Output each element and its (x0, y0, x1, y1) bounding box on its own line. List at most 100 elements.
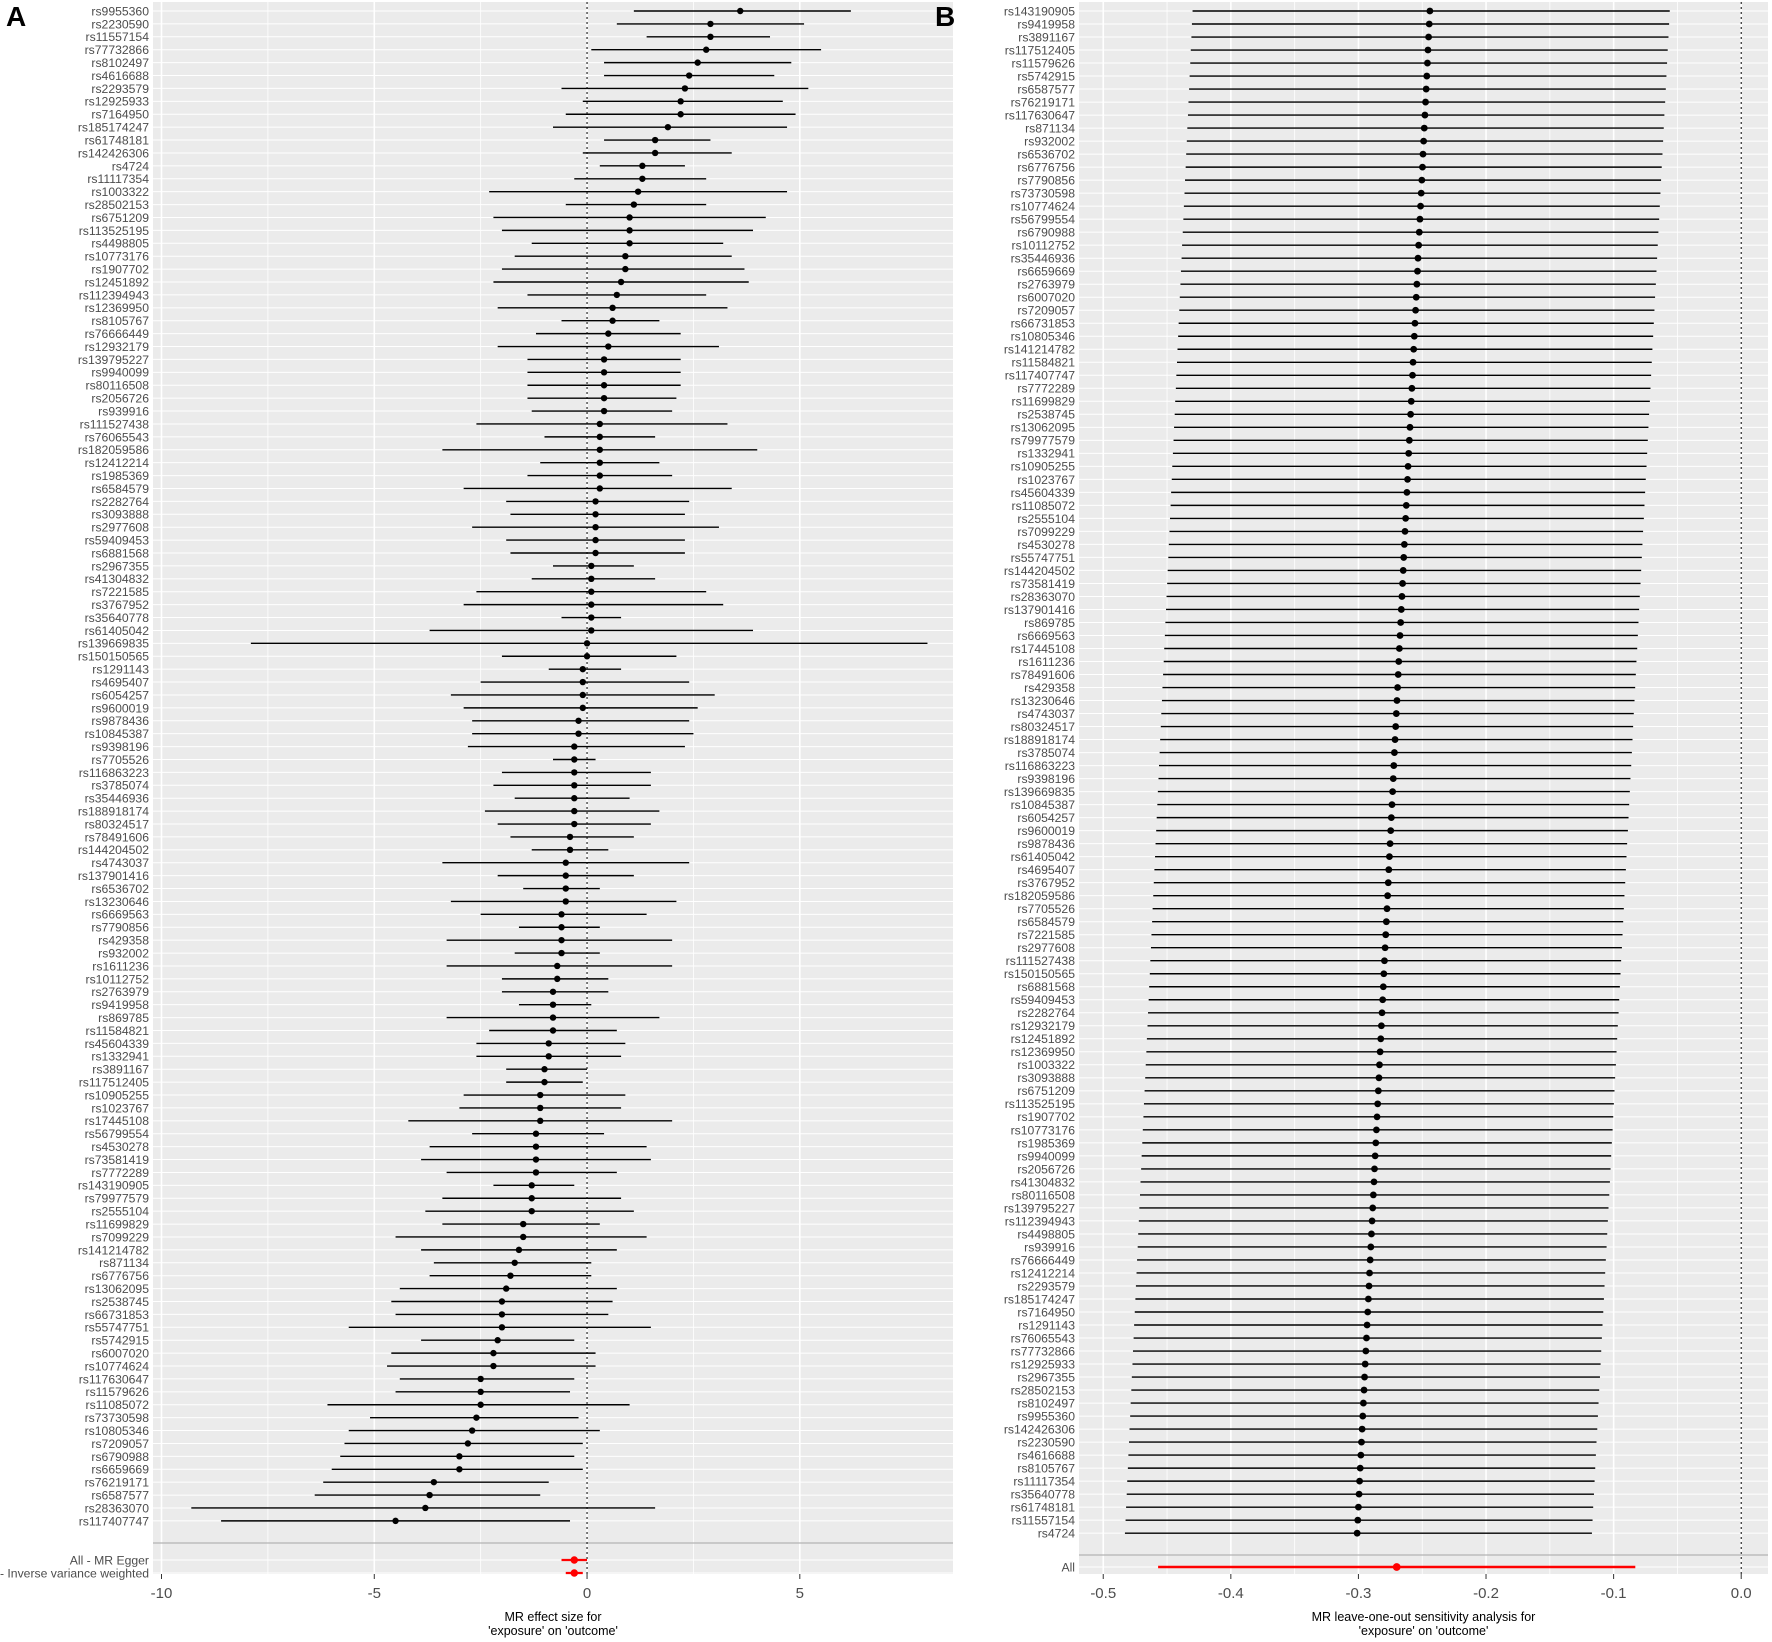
snp-label: rs12932179 (1011, 1019, 1076, 1033)
summary-label: All - MR Egger (70, 1553, 149, 1567)
effect-point (1412, 306, 1419, 314)
snp-label: rs7221585 (91, 585, 149, 599)
effect-point (605, 343, 612, 350)
snp-label: rs3093888 (91, 508, 149, 522)
snp-label: rs8102497 (1017, 1396, 1075, 1410)
snp-label: rs6659669 (91, 1463, 149, 1477)
effect-point (1406, 423, 1414, 431)
effect-point (1384, 879, 1392, 887)
effect-point (1387, 814, 1395, 822)
snp-label: rs6776756 (1017, 161, 1075, 175)
effect-point (1407, 397, 1415, 405)
effect-point (537, 1104, 544, 1112)
effect-point (1367, 1243, 1375, 1251)
panel-letter: B (935, 1, 955, 32)
snp-label: rs2977608 (91, 521, 149, 535)
snp-label: rs79977579 (1011, 434, 1076, 448)
snp-label: rs79977579 (85, 1192, 150, 1206)
snp-label: rs2977608 (1017, 941, 1075, 955)
snp-label: rs12412214 (1011, 1266, 1076, 1280)
summary-point (570, 1569, 578, 1577)
effect-point (1407, 410, 1415, 418)
effect-point (579, 691, 586, 699)
effect-point (1371, 1152, 1379, 1160)
snp-label: rs59409453 (1011, 993, 1076, 1007)
snp-label: rs142426306 (78, 146, 149, 160)
snp-label: rs11557154 (1012, 1514, 1076, 1528)
snp-label: rs6007020 (91, 1347, 149, 1361)
effect-point (685, 72, 693, 79)
snp-label: rs1611236 (92, 959, 149, 973)
snp-label: rs111527438 (80, 417, 150, 431)
snp-label: rs4498805 (91, 237, 149, 251)
snp-label: rs150150565 (78, 650, 149, 664)
snp-label: rs4530278 (91, 1140, 149, 1154)
effect-point (1365, 1282, 1373, 1290)
snp-label: rs11557154 (86, 30, 150, 44)
snp-label: rs932002 (1024, 134, 1075, 148)
effect-point (622, 265, 629, 273)
effect-point (588, 562, 595, 570)
x-axis-title: 'exposure' on 'outcome' (488, 1624, 618, 1638)
effect-point (592, 511, 599, 518)
snp-label: rs6054257 (1017, 811, 1075, 825)
snp-label: rs2555104 (91, 1205, 149, 1219)
x-tick-label: 0 (583, 1585, 591, 1602)
effect-point (1408, 384, 1416, 392)
snp-label: rs2293579 (1017, 1279, 1075, 1293)
snp-label: rs116863223 (79, 766, 149, 780)
snp-label: rs6669563 (91, 908, 149, 922)
effect-point (562, 859, 569, 866)
effect-point (494, 1337, 501, 1344)
effect-point (558, 924, 565, 931)
snp-label: rs10773176 (1011, 1123, 1076, 1137)
effect-point (528, 1182, 535, 1189)
effect-point (1405, 436, 1413, 444)
snp-label: rs76666449 (1011, 1253, 1076, 1267)
snp-label: rs1907702 (1017, 1110, 1075, 1124)
effect-point (1424, 59, 1431, 67)
snp-label: rs2056726 (91, 392, 149, 406)
summary-point (570, 1556, 578, 1564)
effect-point (528, 1207, 535, 1215)
effect-point (1368, 1217, 1376, 1225)
snp-label: rs73730598 (1011, 187, 1076, 201)
effect-point (677, 98, 684, 105)
snp-label: rs1907702 (91, 262, 149, 276)
snp-label: rs73730598 (85, 1411, 150, 1425)
effect-point (1410, 345, 1418, 353)
snp-label: rs117630647 (79, 1372, 149, 1386)
effect-point (588, 614, 595, 621)
snp-label: rs117630647 (1005, 108, 1075, 122)
snp-label: rs11699829 (86, 1217, 150, 1231)
effect-point (490, 1362, 497, 1370)
snp-label: rs141214782 (1004, 343, 1075, 357)
snp-label: rs4616688 (91, 69, 149, 83)
effect-point (528, 1195, 535, 1202)
effect-point (579, 704, 586, 712)
effect-point (498, 1324, 506, 1331)
x-tick-label: -0.2 (1473, 1585, 1499, 1602)
effect-point (1403, 488, 1411, 496)
effect-point (651, 149, 659, 157)
snp-label: rs76219171 (1011, 95, 1076, 109)
snp-label: rs4695407 (91, 675, 149, 689)
snp-label: rs6776756 (91, 1269, 149, 1283)
effect-point (1388, 801, 1396, 809)
effect-point (588, 601, 595, 608)
effect-point (498, 1298, 506, 1305)
snp-label: rs7209057 (91, 1437, 149, 1451)
snp-label: rs12451892 (85, 275, 150, 289)
snp-label: rs7705526 (91, 753, 149, 767)
effect-point (1355, 1503, 1362, 1511)
snp-label: rs3891167 (92, 1063, 149, 1077)
effect-point (502, 1285, 510, 1292)
effect-point (707, 33, 714, 41)
effect-point (571, 807, 578, 815)
snp-label: rs182059586 (78, 443, 149, 457)
effect-point (1362, 1347, 1370, 1355)
snp-label: rs150150565 (1004, 967, 1075, 981)
snp-label: rs117407747 (1005, 369, 1075, 383)
